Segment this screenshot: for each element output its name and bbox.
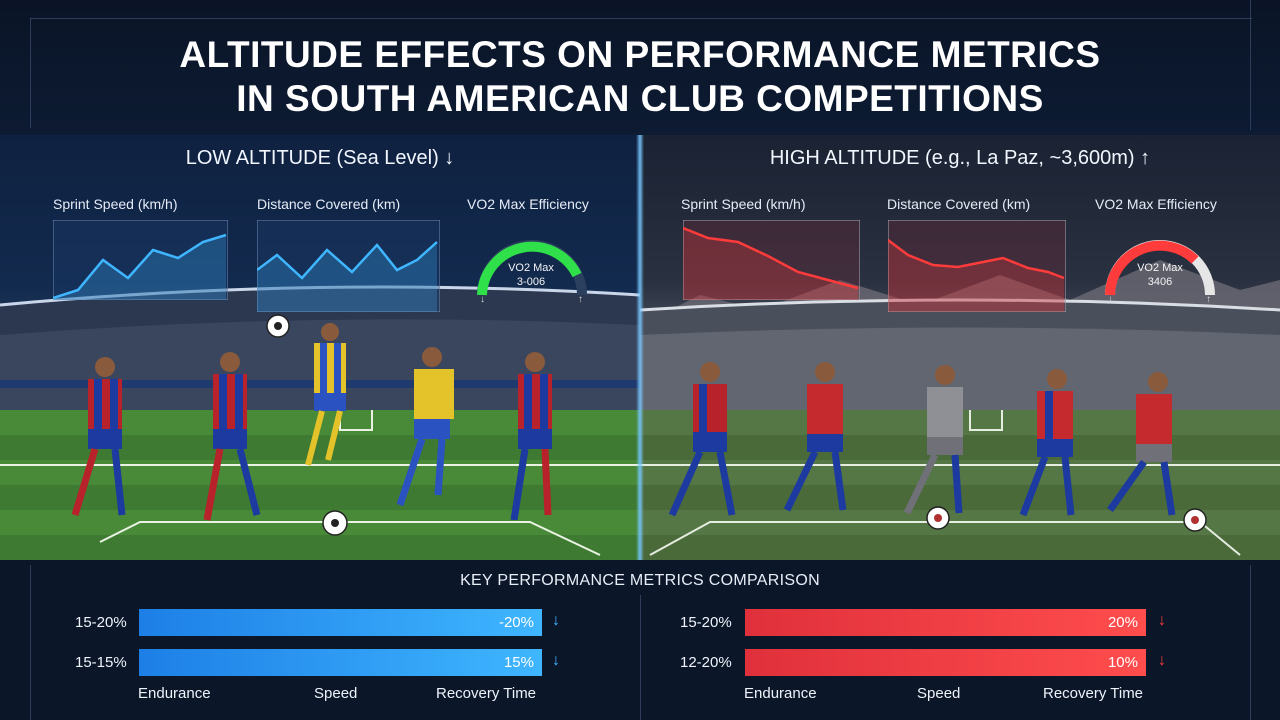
- football: [926, 506, 950, 530]
- high-altitude-heading: HIGH ALTITUDE (e.g., La Paz, ~3,600m) ↑: [769, 147, 1151, 169]
- left-row-label: 15-20%: [75, 614, 127, 631]
- axis-label-speed: Speed: [314, 685, 358, 702]
- frame-left-line: [30, 18, 31, 128]
- player-figure: [203, 352, 261, 521]
- frame-top-line: [30, 18, 1252, 19]
- player-figure: [305, 323, 346, 466]
- svg-text:↑: ↑: [578, 294, 583, 305]
- football: [1183, 508, 1207, 532]
- right-bar-value: 20%: [1107, 614, 1138, 631]
- sprint-speed-title: Sprint Speed (km/h): [681, 196, 806, 212]
- vo2-gauge: ↓ ↑: [1105, 240, 1215, 305]
- player-figure: [510, 352, 552, 520]
- low-altitude-heading: LOW ALTITUDE (Sea Level) ↓: [185, 147, 455, 169]
- football: [266, 314, 290, 338]
- right-row-label: 15-20%: [680, 614, 732, 631]
- vo2-efficiency-title: VO2 Max Efficiency: [1095, 196, 1217, 212]
- distance-covered-chart: [257, 220, 440, 312]
- axis-label-endurance: Endurance: [744, 685, 817, 702]
- frame-center-line-bottom: [640, 595, 641, 720]
- player-figure: [1019, 369, 1075, 517]
- vo2-gauge-value: 3-006: [516, 276, 546, 288]
- sprint-speed-title: Sprint Speed (km/h): [53, 196, 178, 212]
- frame-right-line: [1250, 0, 1251, 130]
- sprint-speed-chart: [683, 220, 860, 300]
- player-figure: [396, 347, 454, 507]
- left-bar: 15%: [139, 649, 542, 676]
- stadium-stands: [640, 298, 1280, 415]
- player-figure: [783, 362, 847, 512]
- left-bar-value: -20%: [498, 614, 534, 631]
- left-bar: -20%: [139, 609, 542, 636]
- vo2-efficiency-title: VO2 Max Efficiency: [467, 196, 589, 212]
- down-arrow-icon: ↓: [552, 652, 560, 669]
- right-row-label: 12-20%: [680, 654, 732, 671]
- vo2-gauge-label: VO2 Max: [1137, 262, 1183, 274]
- football: [322, 510, 348, 536]
- left-row-label: 15-15%: [75, 654, 127, 671]
- player-figure: [1107, 372, 1176, 516]
- vo2-gauge-value: 3406: [1147, 276, 1173, 288]
- left-bar-value: 15%: [503, 654, 534, 671]
- down-arrow-icon: ↓: [1158, 652, 1166, 669]
- page-title-line2: IN SOUTH AMERICAN CLUB COMPETITIONS: [236, 78, 1044, 119]
- frame-right-line-bottom: [1250, 565, 1251, 720]
- right-bar: 20%: [745, 609, 1146, 636]
- sprint-speed-chart: [53, 220, 228, 300]
- frame-left-line-bottom: [30, 565, 31, 720]
- vo2-gauge: ↓ ↑: [477, 240, 587, 305]
- down-arrow-icon: ↓: [1158, 612, 1166, 629]
- right-bar-value: 10%: [1107, 654, 1138, 671]
- low-altitude-panel: LOW ALTITUDE (Sea Level) ↓ Sprint Speed …: [0, 135, 640, 560]
- axis-label-speed: Speed: [917, 685, 961, 702]
- distance-covered-title: Distance Covered (km): [257, 196, 401, 212]
- comparison-title: KEY PERFORMANCE METRICS COMPARISON: [460, 572, 820, 589]
- high-altitude-panel: HIGH ALTITUDE (e.g., La Paz, ~3,600m) ↑ …: [640, 135, 1280, 560]
- distance-covered-title: Distance Covered (km): [887, 196, 1031, 212]
- player-figure: [668, 362, 736, 517]
- axis-label-recovery: Recovery Time: [436, 685, 537, 702]
- right-bar: 10%: [745, 649, 1146, 676]
- vo2-gauge-label: VO2 Max: [508, 262, 554, 274]
- axis-label-endurance: Endurance: [138, 685, 211, 702]
- page-title-line1: ALTITUDE EFFECTS ON PERFORMANCE METRICS: [179, 34, 1101, 75]
- down-arrow-icon: ↓: [552, 612, 560, 629]
- panel-divider: [636, 135, 644, 560]
- svg-text:↓: ↓: [1108, 294, 1113, 305]
- player-figure: [903, 365, 963, 515]
- player-figure: [71, 357, 126, 517]
- svg-text:↑: ↑: [1206, 294, 1211, 305]
- header: [0, 0, 1280, 135]
- distance-covered-chart: [888, 220, 1066, 312]
- svg-text:↓: ↓: [480, 294, 485, 305]
- axis-label-recovery: Recovery Time: [1043, 685, 1144, 702]
